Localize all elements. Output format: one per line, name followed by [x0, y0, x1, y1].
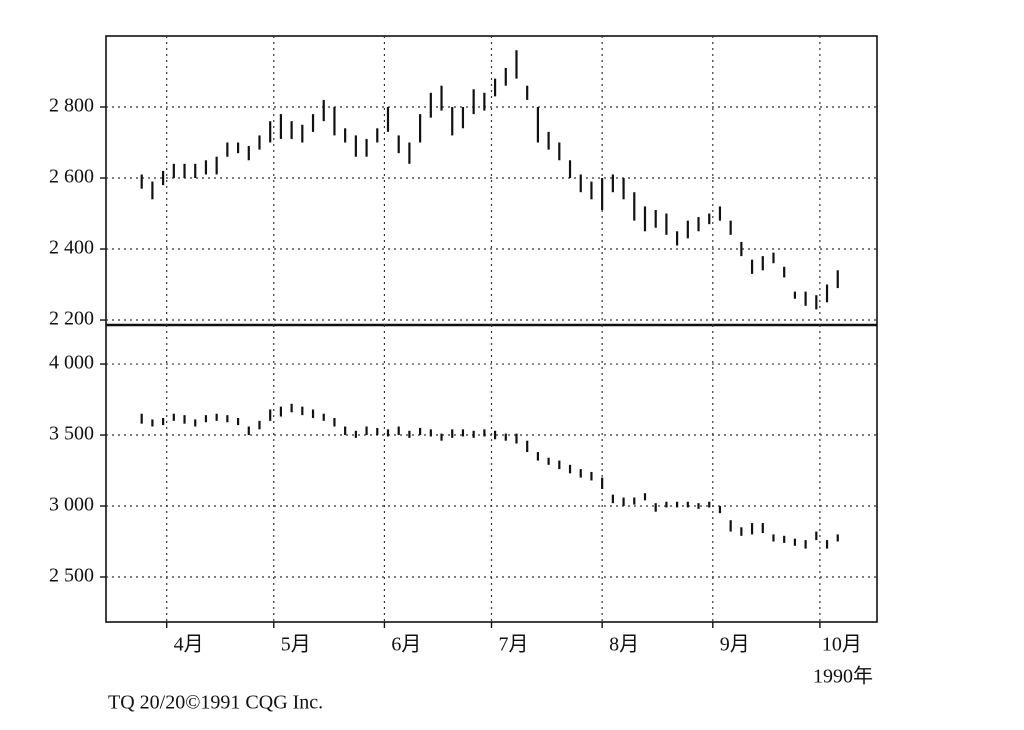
x-tick-label: 10月 — [822, 634, 862, 656]
x-tick-label: 5月 — [281, 634, 311, 656]
footer: TQ 20/20©1991 CQG Inc. — [108, 692, 323, 714]
y-tick-label: 4 000 — [49, 352, 94, 374]
y-tick-label: 3 500 — [49, 423, 94, 445]
y-tick-label: 2 500 — [49, 565, 94, 587]
y-tick-label: 2 200 — [49, 308, 94, 330]
y-tick-label: 3 000 — [49, 494, 94, 516]
x-tick-label: 9月 — [720, 634, 750, 656]
x-annotation: 1990年 — [813, 665, 873, 688]
x-tick-label: 7月 — [499, 634, 529, 656]
x-tick-label: 6月 — [391, 634, 421, 656]
y-tick-label: 2 600 — [49, 166, 94, 188]
y-tick-label: 2 800 — [49, 95, 94, 117]
x-tick-label: 8月 — [609, 634, 639, 656]
y-tick-label: 2 400 — [49, 237, 94, 259]
x-tick-label: 4月 — [174, 634, 204, 656]
plot-frame — [105, 35, 878, 623]
